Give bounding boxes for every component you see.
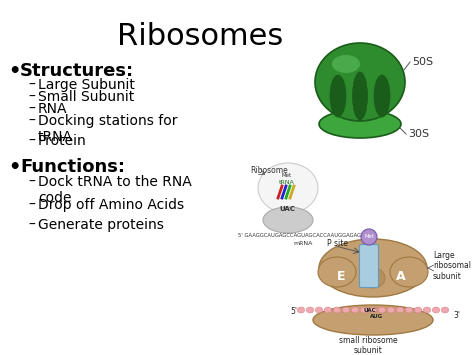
Text: Ribosome: Ribosome xyxy=(250,166,288,175)
Text: Met: Met xyxy=(364,235,374,240)
Ellipse shape xyxy=(306,307,314,313)
Text: –: – xyxy=(28,90,35,104)
Ellipse shape xyxy=(390,257,428,287)
Ellipse shape xyxy=(405,307,413,313)
Text: –: – xyxy=(28,134,35,148)
Text: 3': 3' xyxy=(453,311,460,321)
Text: –: – xyxy=(28,114,35,128)
Text: Docking stations for
tRNA: Docking stations for tRNA xyxy=(38,114,177,144)
Text: RNA: RNA xyxy=(38,102,67,116)
Ellipse shape xyxy=(330,75,346,117)
Text: 50S: 50S xyxy=(412,57,433,67)
Ellipse shape xyxy=(297,307,305,313)
Ellipse shape xyxy=(263,207,313,233)
Ellipse shape xyxy=(319,239,427,297)
Text: –: – xyxy=(28,175,35,189)
Text: Generate proteins: Generate proteins xyxy=(38,218,164,232)
Text: –: – xyxy=(28,198,35,212)
Text: Large Subunit: Large Subunit xyxy=(38,78,135,92)
Text: A: A xyxy=(396,269,406,283)
Ellipse shape xyxy=(387,307,395,313)
Ellipse shape xyxy=(258,163,318,213)
Text: small ribosome
subunit: small ribosome subunit xyxy=(339,336,397,355)
Ellipse shape xyxy=(342,307,350,313)
Text: Functions:: Functions: xyxy=(20,158,125,176)
Text: –: – xyxy=(28,218,35,232)
Text: Structures:: Structures: xyxy=(20,62,134,80)
Text: E: E xyxy=(337,269,345,283)
Ellipse shape xyxy=(360,307,368,313)
Text: Protein: Protein xyxy=(38,134,87,148)
Ellipse shape xyxy=(313,305,433,335)
Ellipse shape xyxy=(414,307,422,313)
Ellipse shape xyxy=(374,75,390,117)
Ellipse shape xyxy=(396,307,404,313)
Ellipse shape xyxy=(361,268,385,288)
Text: –: – xyxy=(28,102,35,116)
Text: •: • xyxy=(8,62,20,81)
Text: 30S: 30S xyxy=(408,129,429,139)
Ellipse shape xyxy=(353,72,367,120)
Text: –: – xyxy=(28,78,35,92)
Ellipse shape xyxy=(319,110,401,138)
Text: Large
ribosomal
subunit: Large ribosomal subunit xyxy=(433,251,471,281)
Text: Dock tRNA to the RNA
code: Dock tRNA to the RNA code xyxy=(38,175,192,205)
Ellipse shape xyxy=(378,307,386,313)
Ellipse shape xyxy=(351,307,359,313)
Ellipse shape xyxy=(332,55,360,73)
Text: 5' GAAGGCAUGAGCCAGUAGCACCAAUGGAGAGCA: 5' GAAGGCAUGAGCCAGUAGCACCAAUGGAGAGCA xyxy=(238,233,368,238)
Ellipse shape xyxy=(315,43,405,121)
Ellipse shape xyxy=(423,307,431,313)
Ellipse shape xyxy=(432,307,440,313)
FancyBboxPatch shape xyxy=(359,245,379,288)
Text: Drop off Amino Acids: Drop off Amino Acids xyxy=(38,198,184,212)
Ellipse shape xyxy=(441,307,449,313)
Ellipse shape xyxy=(369,307,377,313)
Text: •: • xyxy=(8,158,20,177)
Text: UAC: UAC xyxy=(279,206,295,212)
Text: Small Subunit: Small Subunit xyxy=(38,90,134,104)
Text: 5': 5' xyxy=(290,306,297,316)
Text: Ribosomes: Ribosomes xyxy=(117,22,283,51)
Ellipse shape xyxy=(324,307,332,313)
Text: AUG: AUG xyxy=(371,315,383,320)
Text: Met: Met xyxy=(282,173,292,178)
Text: mRNA: mRNA xyxy=(293,241,313,246)
Text: UAC: UAC xyxy=(364,308,376,313)
Ellipse shape xyxy=(318,257,356,287)
Text: tRNA: tRNA xyxy=(279,180,295,185)
Ellipse shape xyxy=(315,307,323,313)
Ellipse shape xyxy=(333,307,341,313)
Circle shape xyxy=(361,229,377,245)
Text: P site: P site xyxy=(327,240,348,248)
